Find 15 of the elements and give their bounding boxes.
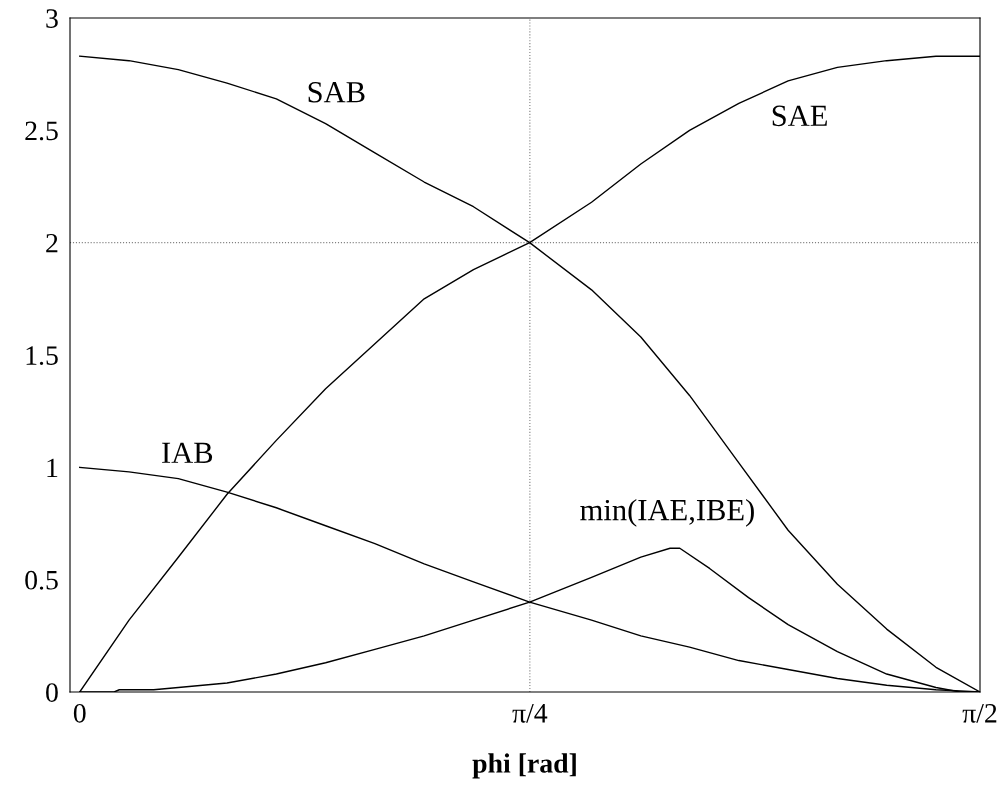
annotation: SAE bbox=[772, 105, 827, 127]
x-tick-label: π/2 bbox=[962, 703, 997, 723]
y-tick-label: 0.5 bbox=[25, 570, 58, 590]
y-tick-label: 1.5 bbox=[26, 346, 58, 366]
annotation: min(IAE,IBE) bbox=[580, 498, 754, 527]
x-tick-label: 0 bbox=[73, 703, 86, 723]
x-axis-title: phi [rad] bbox=[472, 753, 576, 779]
annotation: SAB bbox=[308, 82, 365, 103]
y-tick-label: 2 bbox=[46, 233, 58, 253]
x-tick-label: π/4 bbox=[512, 704, 548, 723]
annotation: IAB bbox=[162, 442, 213, 463]
y-tick-label: 3 bbox=[46, 9, 58, 28]
y-tick-label: 2.5 bbox=[25, 121, 58, 141]
y-tick-label: 0 bbox=[46, 683, 58, 702]
y-tick-label: 1 bbox=[47, 458, 58, 477]
